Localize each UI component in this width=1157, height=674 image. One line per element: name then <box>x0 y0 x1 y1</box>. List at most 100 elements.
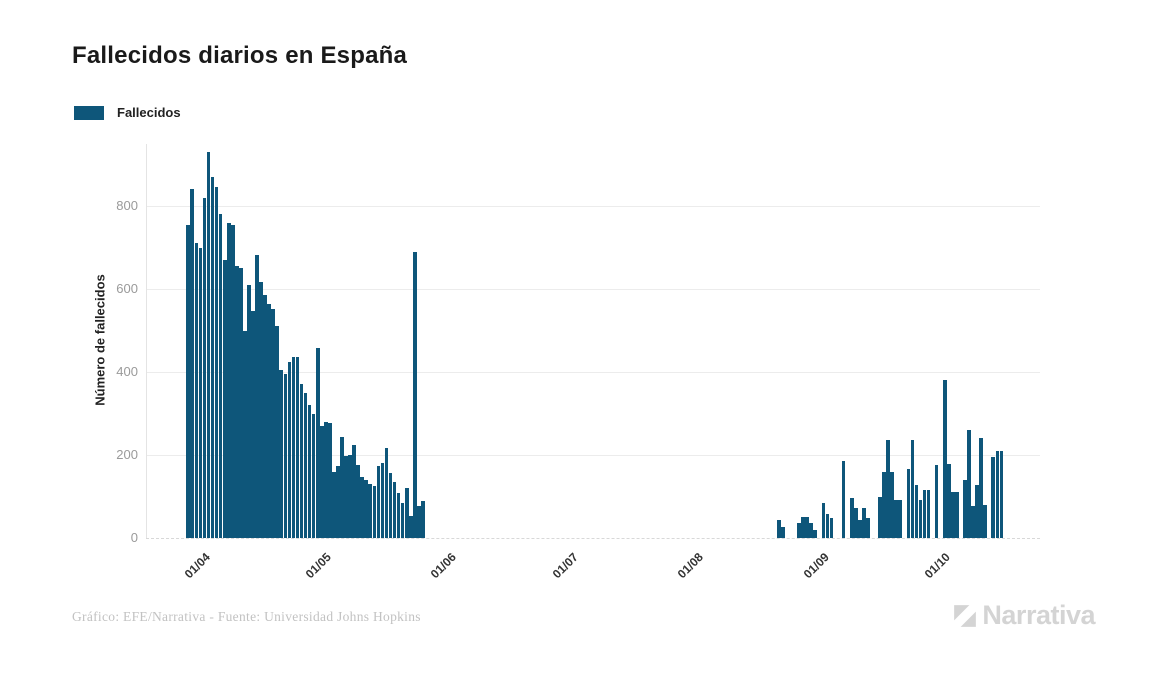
bar <box>376 466 381 538</box>
bar <box>821 503 826 538</box>
y-tick-label: 400 <box>116 364 138 379</box>
y-tick-label: 800 <box>116 198 138 213</box>
bar <box>315 347 320 538</box>
legend: Fallecidos <box>74 105 181 120</box>
bar <box>255 254 259 538</box>
y-tick-label: 600 <box>116 281 138 296</box>
bar <box>975 484 979 538</box>
x-tick-label: 01/09 <box>800 550 832 582</box>
bar <box>906 469 911 538</box>
bar <box>890 471 894 538</box>
bar <box>348 455 352 538</box>
bar <box>230 224 235 538</box>
y-gridline <box>146 455 1040 456</box>
bar <box>898 499 903 538</box>
bar <box>214 187 219 538</box>
bar <box>417 506 421 538</box>
bar <box>372 486 377 538</box>
bar <box>882 471 886 538</box>
x-tick-label: 01/05 <box>302 550 334 582</box>
bar <box>283 374 288 538</box>
y-gridline <box>146 206 1040 207</box>
bar <box>963 479 967 538</box>
bar <box>801 517 805 538</box>
bar <box>849 498 854 538</box>
bar <box>336 466 340 538</box>
bar <box>247 284 251 538</box>
bar <box>878 496 882 538</box>
x-axis-baseline <box>146 538 1040 539</box>
bar <box>340 437 344 538</box>
bar <box>210 176 215 538</box>
bar <box>360 476 365 538</box>
bar <box>934 464 939 538</box>
bar <box>202 197 207 538</box>
bar <box>307 405 312 538</box>
bar <box>396 493 401 538</box>
bar <box>263 295 267 538</box>
bar <box>319 425 324 538</box>
page-title: Fallecidos diarios en España <box>72 42 408 69</box>
bar <box>918 499 923 538</box>
narrativa-logo: Narrativa <box>952 600 1095 631</box>
bar <box>356 465 360 538</box>
bar <box>853 508 858 538</box>
bar <box>894 499 898 538</box>
bar <box>234 266 239 538</box>
bar <box>364 479 369 538</box>
legend-swatch-icon <box>74 105 104 120</box>
bar <box>914 484 919 538</box>
bar <box>295 357 300 538</box>
y-gridline <box>146 289 1040 290</box>
bar <box>999 450 1004 538</box>
bar <box>926 490 931 538</box>
bar <box>243 330 247 538</box>
bar <box>332 471 336 538</box>
bar <box>983 504 987 538</box>
legend-label: Fallecidos <box>117 105 181 120</box>
bar <box>404 488 409 538</box>
bar <box>239 268 243 538</box>
bar <box>813 529 818 538</box>
bar <box>275 326 280 538</box>
narrativa-logo-text: Narrativa <box>982 600 1095 630</box>
bar <box>951 491 955 538</box>
bar <box>206 152 211 538</box>
bar <box>384 447 389 538</box>
bar <box>421 501 425 538</box>
x-tick-label: 01/07 <box>549 550 581 582</box>
y-gridline <box>146 372 1040 373</box>
bar <box>323 421 328 538</box>
footer-credit: Gráfico: EFE/Narrativa - Fuente: Univers… <box>72 609 421 624</box>
bar <box>777 519 781 538</box>
x-tick-label: 01/08 <box>674 550 707 582</box>
bar <box>299 384 304 538</box>
bar <box>352 444 356 538</box>
bar <box>251 310 255 538</box>
bar <box>862 508 866 538</box>
y-tick-label: 200 <box>116 447 138 462</box>
bar <box>190 189 195 538</box>
x-tick-label: 01/10 <box>921 550 953 582</box>
y-tick-label: 0 <box>130 530 138 545</box>
bar <box>805 517 810 538</box>
bar <box>825 513 830 538</box>
bar <box>400 503 405 538</box>
bar <box>995 450 1000 538</box>
bar <box>781 526 785 538</box>
bar <box>380 462 385 538</box>
bar <box>910 439 915 538</box>
bar <box>946 463 951 538</box>
bar <box>226 222 231 538</box>
bar <box>991 457 996 538</box>
bar <box>866 518 870 538</box>
bar <box>311 413 316 538</box>
bar <box>198 247 203 538</box>
bar <box>412 252 417 538</box>
bar <box>279 369 284 538</box>
bar <box>271 308 276 538</box>
x-tick-label: 01/06 <box>428 550 460 582</box>
bar <box>967 430 971 538</box>
